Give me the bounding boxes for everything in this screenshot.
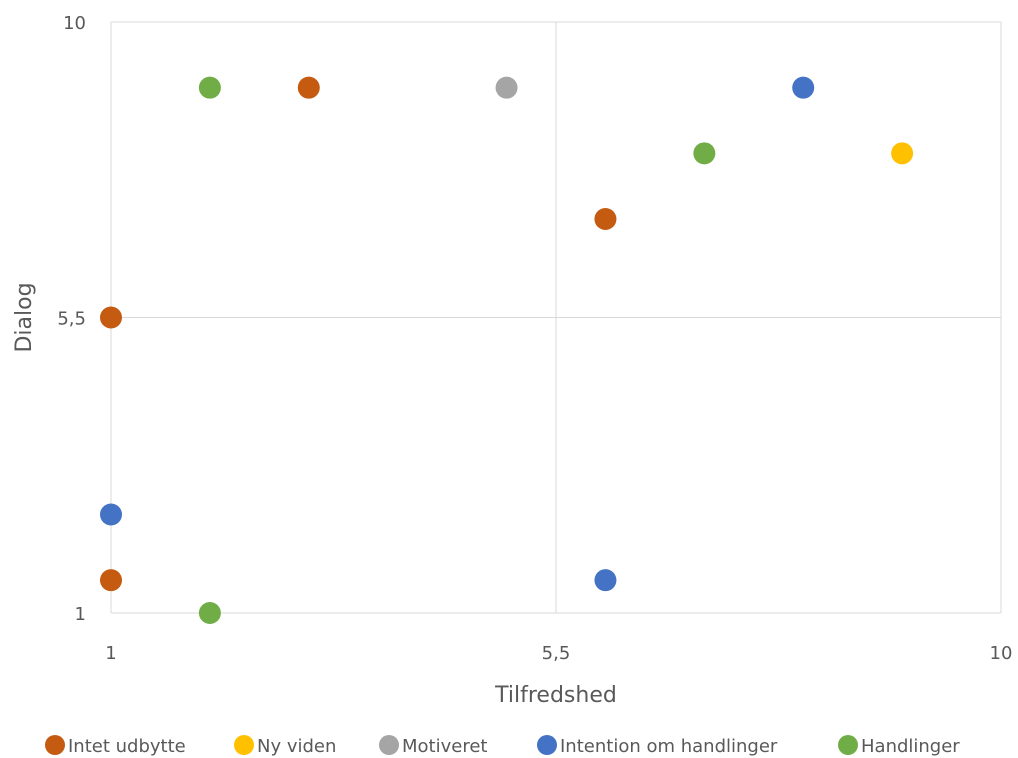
point-intet-udbytte bbox=[297, 76, 320, 99]
y-tick-label: 5,5 bbox=[57, 309, 86, 330]
x-tick-label: 10 bbox=[990, 643, 1013, 664]
x-tick-label: 1 bbox=[105, 643, 116, 664]
legend-marker bbox=[45, 735, 65, 755]
point-intention-om-handlinger bbox=[100, 503, 122, 526]
point-intention-om-handlinger bbox=[594, 569, 617, 592]
legend-marker bbox=[537, 735, 557, 755]
legend-marker bbox=[838, 735, 858, 755]
grid bbox=[110, 21, 1002, 614]
tick-labels: 1 5,5 10 1 5,5 10 bbox=[57, 13, 1012, 664]
point-handlinger bbox=[693, 142, 716, 165]
legend-label: Intet udbytte bbox=[68, 736, 186, 757]
legend-label: Handlinger bbox=[861, 736, 960, 757]
point-intention-om-handlinger bbox=[792, 76, 815, 99]
legend-label: Ny viden bbox=[257, 736, 336, 757]
legend-label: Intention om handlinger bbox=[560, 736, 778, 757]
y-tick-label: 10 bbox=[63, 13, 86, 34]
point-handlinger bbox=[198, 602, 221, 624]
y-axis-title: Dialog bbox=[12, 282, 37, 352]
x-axis-title: Tilfredshed bbox=[494, 683, 617, 708]
point-intet-udbytte bbox=[594, 208, 617, 230]
x-tick-label: 5,5 bbox=[542, 643, 571, 664]
legend: Intet udbytte Ny viden Motiveret Intention … bbox=[45, 735, 960, 757]
point-intet-udbytte bbox=[100, 306, 122, 329]
point-handlinger bbox=[198, 76, 221, 99]
legend-marker bbox=[379, 735, 399, 755]
point-ny-viden bbox=[891, 142, 914, 165]
point-intet-udbytte bbox=[100, 569, 122, 592]
point-motiveret bbox=[495, 76, 518, 99]
legend-marker bbox=[234, 735, 254, 755]
data-points bbox=[100, 76, 914, 624]
y-tick-label: 1 bbox=[75, 604, 86, 625]
legend-label: Motiveret bbox=[402, 736, 487, 757]
